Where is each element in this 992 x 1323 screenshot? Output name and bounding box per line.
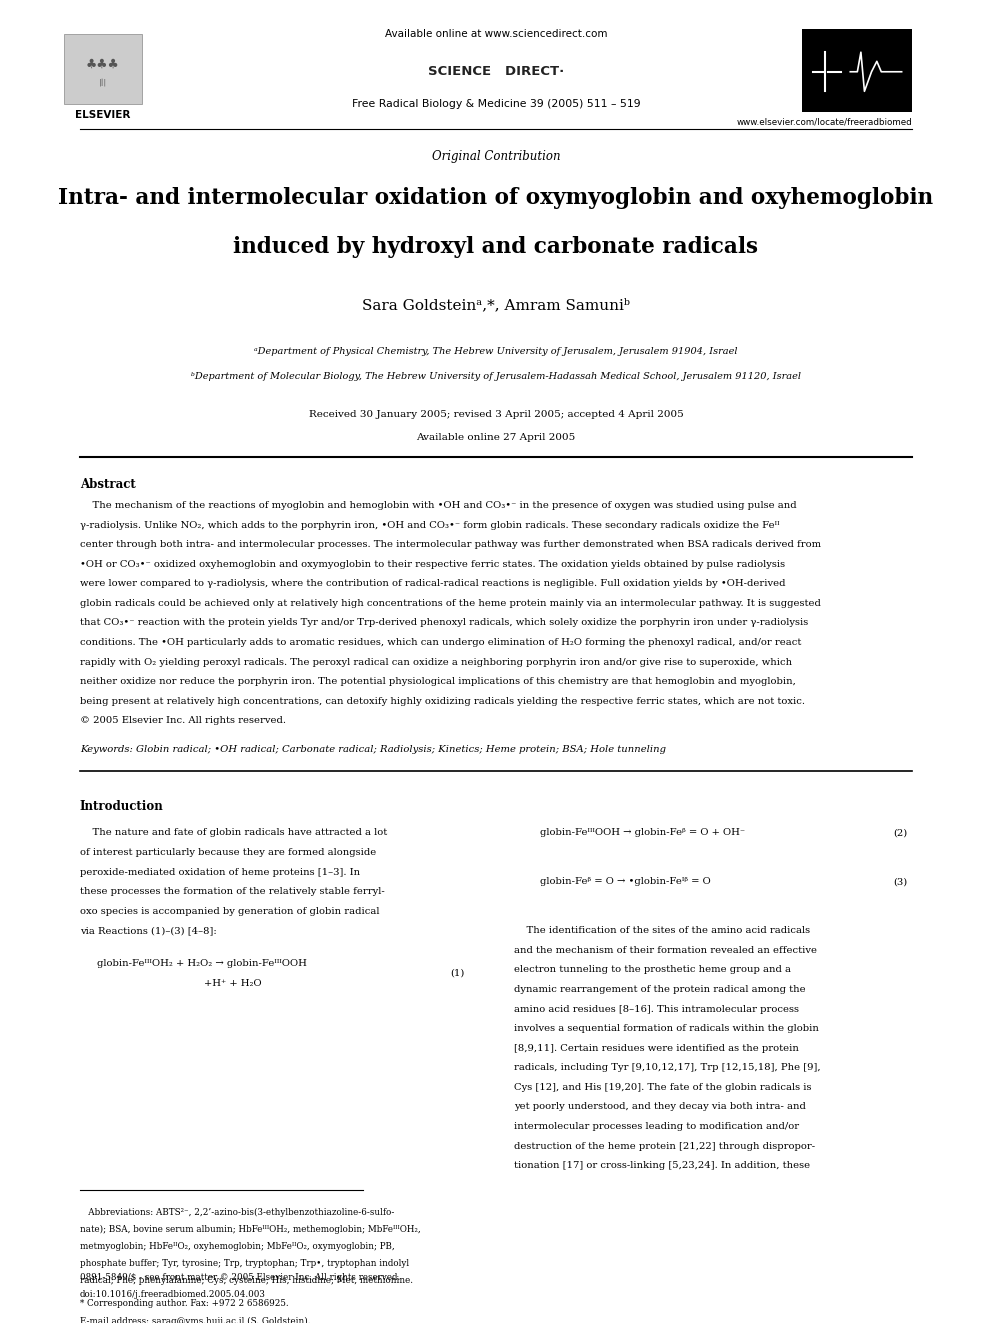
Text: tionation [17] or cross-linking [5,23,24]. In addition, these: tionation [17] or cross-linking [5,23,24… [514,1162,809,1170]
Text: oxo species is accompanied by generation of globin radical: oxo species is accompanied by generation… [79,906,379,916]
Text: ♣♣♣: ♣♣♣ [86,57,120,70]
Text: •OH or CO₃•⁻ oxidized oxyhemoglobin and oxymyoglobin to their respective ferric : •OH or CO₃•⁻ oxidized oxyhemoglobin and … [79,560,785,569]
Text: electron tunneling to the prosthetic heme group and a: electron tunneling to the prosthetic hem… [514,966,791,975]
Text: being present at relatively high concentrations, can detoxify highly oxidizing r: being present at relatively high concent… [79,697,805,705]
Text: (2): (2) [894,828,908,837]
Text: Intra- and intermolecular oxidation of oxymyoglobin and oxyhemoglobin: Intra- and intermolecular oxidation of o… [59,187,933,209]
Text: © 2005 Elsevier Inc. All rights reserved.: © 2005 Elsevier Inc. All rights reserved… [79,716,286,725]
Text: radical; Phe, phenylalanine; Cys, cysteine; His, histidine; Met, methionine.: radical; Phe, phenylalanine; Cys, cystei… [79,1275,413,1285]
Text: these processes the formation of the relatively stable ferryl-: these processes the formation of the rel… [79,888,385,896]
Text: γ-radiolysis. Unlike NO₂, which adds to the porphyrin iron, •OH and CO₃•⁻ form g: γ-radiolysis. Unlike NO₂, which adds to … [79,520,780,529]
Text: rapidly with O₂ yielding peroxyl radicals. The peroxyl radical can oxidize a nei: rapidly with O₂ yielding peroxyl radical… [79,658,792,667]
Text: globin-FeᴵᴵᴵOOH → globin-Feᵝ = O + OH⁻: globin-FeᴵᴵᴵOOH → globin-Feᵝ = O + OH⁻ [541,828,745,837]
Text: The identification of the sites of the amino acid radicals: The identification of the sites of the a… [514,926,809,935]
Text: ᵇDepartment of Molecular Biology, The Hebrew University of Jerusalem-Hadassah Me: ᵇDepartment of Molecular Biology, The He… [191,372,801,381]
Text: * Corresponding author. Fax: +972 2 6586925.: * Corresponding author. Fax: +972 2 6586… [79,1299,289,1308]
Text: nate); BSA, bovine serum albumin; HbFeᴵᴵᴵOH₂, methemoglobin; MbFeᴵᴵᴵOH₂,: nate); BSA, bovine serum albumin; HbFeᴵᴵ… [79,1225,421,1234]
Text: globin-Feᵝ = O → •globin-Feᴵᵝ = O: globin-Feᵝ = O → •globin-Feᴵᵝ = O [541,877,711,886]
Text: that CO₃•⁻ reaction with the protein yields Tyr and/or Trp-derived phenoxyl radi: that CO₃•⁻ reaction with the protein yie… [79,618,807,627]
FancyBboxPatch shape [63,34,142,105]
Text: and the mechanism of their formation revealed an effective: and the mechanism of their formation rev… [514,946,816,955]
Text: conditions. The •OH particularly adds to aromatic residues, which can undergo el: conditions. The •OH particularly adds to… [79,638,802,647]
Text: (1): (1) [450,968,465,978]
Text: dynamic rearrangement of the protein radical among the: dynamic rearrangement of the protein rad… [514,986,806,994]
Text: Introduction: Introduction [79,800,164,812]
Text: ELSEVIER: ELSEVIER [75,110,130,119]
Text: Received 30 January 2005; revised 3 April 2005; accepted 4 April 2005: Received 30 January 2005; revised 3 Apri… [309,410,683,418]
Text: Cys [12], and His [19,20]. The fate of the globin radicals is: Cys [12], and His [19,20]. The fate of t… [514,1084,811,1091]
Text: globin radicals could be achieved only at relatively high concentrations of the : globin radicals could be achieved only a… [79,599,820,607]
Text: destruction of the heme protein [21,22] through dispropor-: destruction of the heme protein [21,22] … [514,1142,814,1151]
Text: amino acid residues [8–16]. This intramolecular process: amino acid residues [8–16]. This intramo… [514,1004,799,1013]
Text: peroxide-mediated oxidation of heme proteins [1–3]. In: peroxide-mediated oxidation of heme prot… [79,868,360,877]
Text: via Reactions (1)–(3) [4–8]:: via Reactions (1)–(3) [4–8]: [79,926,216,935]
Text: +H⁺ + H₂O: +H⁺ + H₂O [203,979,261,987]
Text: neither oxidize nor reduce the porphyrin iron. The potential physiological impli: neither oxidize nor reduce the porphyrin… [79,677,796,687]
Text: Abstract: Abstract [79,478,136,491]
Text: phosphate buffer; Tyr, tyrosine; Trp, tryptophan; Trp•, tryptophan indolyl: phosphate buffer; Tyr, tyrosine; Trp, tr… [79,1259,409,1267]
Text: Original Contribution: Original Contribution [432,149,560,163]
Text: radicals, including Tyr [9,10,12,17], Trp [12,15,18], Phe [9],: radicals, including Tyr [9,10,12,17], Tr… [514,1064,820,1073]
Text: 0891-5849/$ - see front matter © 2005 Elsevier Inc. All rights reserved.: 0891-5849/$ - see front matter © 2005 El… [79,1274,400,1282]
Text: center through both intra- and intermolecular processes. The intermolecular path: center through both intra- and intermole… [79,540,820,549]
Text: Available online at www.sciencedirect.com: Available online at www.sciencedirect.co… [385,29,607,38]
Text: ᵃDepartment of Physical Chemistry, The Hebrew University of Jerusalem, Jerusalem: ᵃDepartment of Physical Chemistry, The H… [254,347,738,356]
Text: Free Radical Biology & Medicine 39 (2005) 511 – 519: Free Radical Biology & Medicine 39 (2005… [352,99,640,110]
Text: involves a sequential formation of radicals within the globin: involves a sequential formation of radic… [514,1024,818,1033]
Text: doi:10.1016/j.freeradbiomed.2005.04.003: doi:10.1016/j.freeradbiomed.2005.04.003 [79,1290,266,1299]
Text: globin-FeᴵᴵᴵOH₂ + H₂O₂ → globin-FeᴵᴵᴵOOH: globin-FeᴵᴵᴵOH₂ + H₂O₂ → globin-FeᴵᴵᴵOOH [97,959,308,968]
Text: www.elsevier.com/locate/freeradbiomed: www.elsevier.com/locate/freeradbiomed [736,118,913,127]
Text: Sara Goldsteinᵃ,*, Amram Samuniᵇ: Sara Goldsteinᵃ,*, Amram Samuniᵇ [362,299,630,312]
Text: Available online 27 April 2005: Available online 27 April 2005 [417,433,575,442]
Text: metmyoglobin; HbFeᴵᴵO₂, oxyhemoglobin; MbFeᴵᴵO₂, oxymyoglobin; PB,: metmyoglobin; HbFeᴵᴵO₂, oxyhemoglobin; M… [79,1242,395,1252]
Text: intermolecular processes leading to modification and/or: intermolecular processes leading to modi… [514,1122,799,1131]
Text: were lower compared to γ-radiolysis, where the contribution of radical-radical r: were lower compared to γ-radiolysis, whe… [79,579,786,589]
Text: |∣|: |∣| [98,78,107,86]
Text: Keywords: Globin radical; •OH radical; Carbonate radical; Radiolysis; Kinetics; : Keywords: Globin radical; •OH radical; C… [79,745,666,754]
Text: [8,9,11]. Certain residues were identified as the protein: [8,9,11]. Certain residues were identifi… [514,1044,799,1053]
Text: SCIENCE   DIRECT·: SCIENCE DIRECT· [428,65,564,78]
Text: (3): (3) [894,877,908,886]
FancyBboxPatch shape [802,29,913,112]
Text: Abbreviations: ABTS²⁻, 2,2’-azino-bis(3-ethylbenzothiazoline-6-sulfo-: Abbreviations: ABTS²⁻, 2,2’-azino-bis(3-… [79,1208,394,1217]
Text: E-mail address: sarag@vms.huji.ac.il (S. Goldstein).: E-mail address: sarag@vms.huji.ac.il (S.… [79,1316,310,1323]
Text: induced by hydroxyl and carbonate radicals: induced by hydroxyl and carbonate radica… [233,235,759,258]
Text: The mechanism of the reactions of myoglobin and hemoglobin with •OH and CO₃•⁻ in: The mechanism of the reactions of myoglo… [79,501,797,509]
Text: The nature and fate of globin radicals have attracted a lot: The nature and fate of globin radicals h… [79,828,387,837]
Text: of interest particularly because they are formed alongside: of interest particularly because they ar… [79,848,376,857]
Text: yet poorly understood, and they decay via both intra- and: yet poorly understood, and they decay vi… [514,1102,806,1111]
